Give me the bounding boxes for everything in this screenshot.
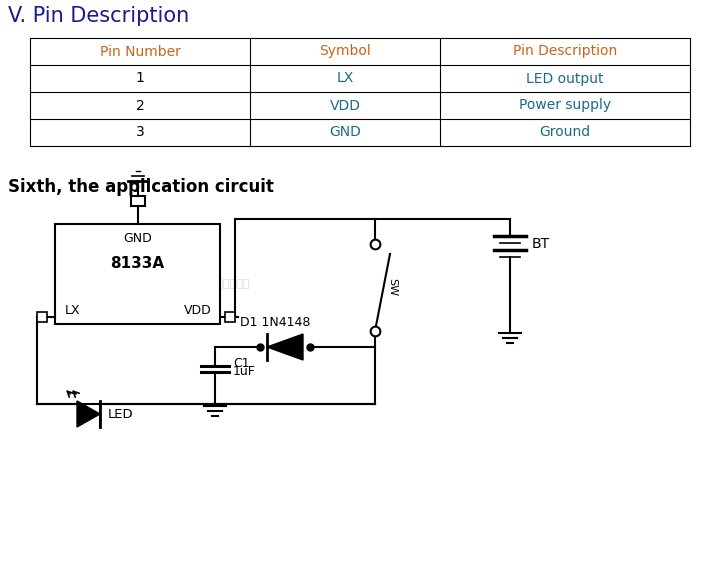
- Text: 8133A: 8133A: [110, 256, 165, 272]
- Text: 2: 2: [136, 98, 144, 112]
- Text: SW: SW: [387, 278, 397, 296]
- Text: V. Pin Description: V. Pin Description: [8, 6, 189, 26]
- Polygon shape: [267, 334, 303, 360]
- Text: 1: 1: [136, 71, 144, 86]
- Text: 深圳市福瑞达科技有限公司: 深圳市福瑞达科技有限公司: [170, 279, 250, 289]
- Text: LED: LED: [108, 408, 133, 420]
- Text: Power supply: Power supply: [519, 98, 611, 112]
- Text: Ground: Ground: [539, 126, 591, 140]
- Text: Pin Description: Pin Description: [513, 45, 617, 58]
- Text: Symbol: Symbol: [319, 45, 371, 58]
- Text: VDD: VDD: [330, 98, 361, 112]
- Text: LX: LX: [336, 71, 353, 86]
- Text: 1uF: 1uF: [233, 365, 256, 378]
- Text: LED output: LED output: [526, 71, 604, 86]
- Text: BT: BT: [532, 237, 550, 251]
- Bar: [130, 196, 145, 206]
- Bar: [55, 224, 220, 324]
- Text: C1: C1: [233, 357, 250, 370]
- Text: VDD: VDD: [184, 305, 212, 317]
- Bar: [37, 312, 47, 322]
- Text: GND: GND: [123, 233, 152, 245]
- Text: GND: GND: [329, 126, 361, 140]
- Polygon shape: [77, 401, 100, 427]
- Text: D1 1N4148: D1 1N4148: [239, 316, 310, 329]
- Text: 3: 3: [136, 126, 144, 140]
- Bar: [225, 312, 235, 322]
- Text: LX: LX: [65, 305, 81, 317]
- Text: Sixth, the application circuit: Sixth, the application circuit: [8, 178, 274, 196]
- Text: Pin Number: Pin Number: [100, 45, 181, 58]
